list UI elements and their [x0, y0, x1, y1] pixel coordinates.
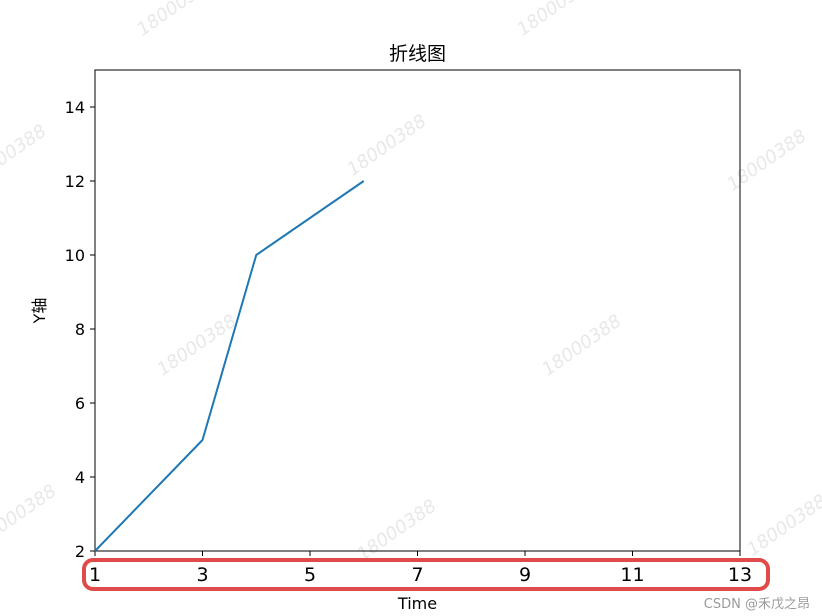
series-layer [94, 180, 365, 552]
x-tick-label: 7 [411, 564, 423, 586]
watermark-text: 18000388 [133, 0, 220, 40]
watermark-text: 18000388 [0, 121, 50, 191]
x-axis-ticks: 1 3 5 7 9 11 13 [89, 551, 752, 586]
watermark-layer: 18000388 18000388 18000388 18000388 18000388… [0, 0, 822, 565]
y-tick-label: 6 [75, 394, 85, 413]
watermark-text: 18000388 [513, 0, 600, 40]
y-tick-label: 10 [65, 246, 85, 265]
x-tick-highlight-box [82, 558, 770, 591]
chart-title: 折线图 [389, 43, 446, 65]
watermark-text: 18000388 [153, 311, 240, 381]
x-tick-label: 5 [304, 564, 316, 586]
credit-text: CSDN @禾戊之昂 [703, 597, 810, 612]
y-tick-label: 12 [65, 172, 85, 191]
plot-area [94, 69, 741, 552]
y-axis-label: Y轴 [30, 298, 49, 325]
y-tick-label: 14 [65, 98, 85, 117]
y-tick-label: 8 [75, 320, 85, 339]
series-line [94, 180, 365, 552]
watermark-text: 18000388 [743, 491, 822, 561]
watermark-text: 18000388 [353, 496, 440, 566]
x-tick-label: 11 [620, 564, 644, 586]
x-tick-label: 9 [519, 564, 531, 586]
watermark-text: 18000388 [343, 111, 430, 181]
watermark-text: 18000388 [723, 126, 810, 196]
x-axis-label: Time [397, 594, 437, 613]
y-tick-label: 2 [75, 542, 85, 561]
watermark-text: 18000388 [538, 311, 625, 381]
y-tick-label: 4 [75, 468, 85, 487]
x-tick-label: 1 [89, 564, 101, 586]
watermark-text: 18000388 [0, 481, 60, 551]
x-tick-label: 13 [728, 564, 752, 586]
y-axis-ticks: 2 4 6 8 10 12 14 [65, 98, 95, 561]
x-tick-label: 3 [196, 564, 208, 586]
